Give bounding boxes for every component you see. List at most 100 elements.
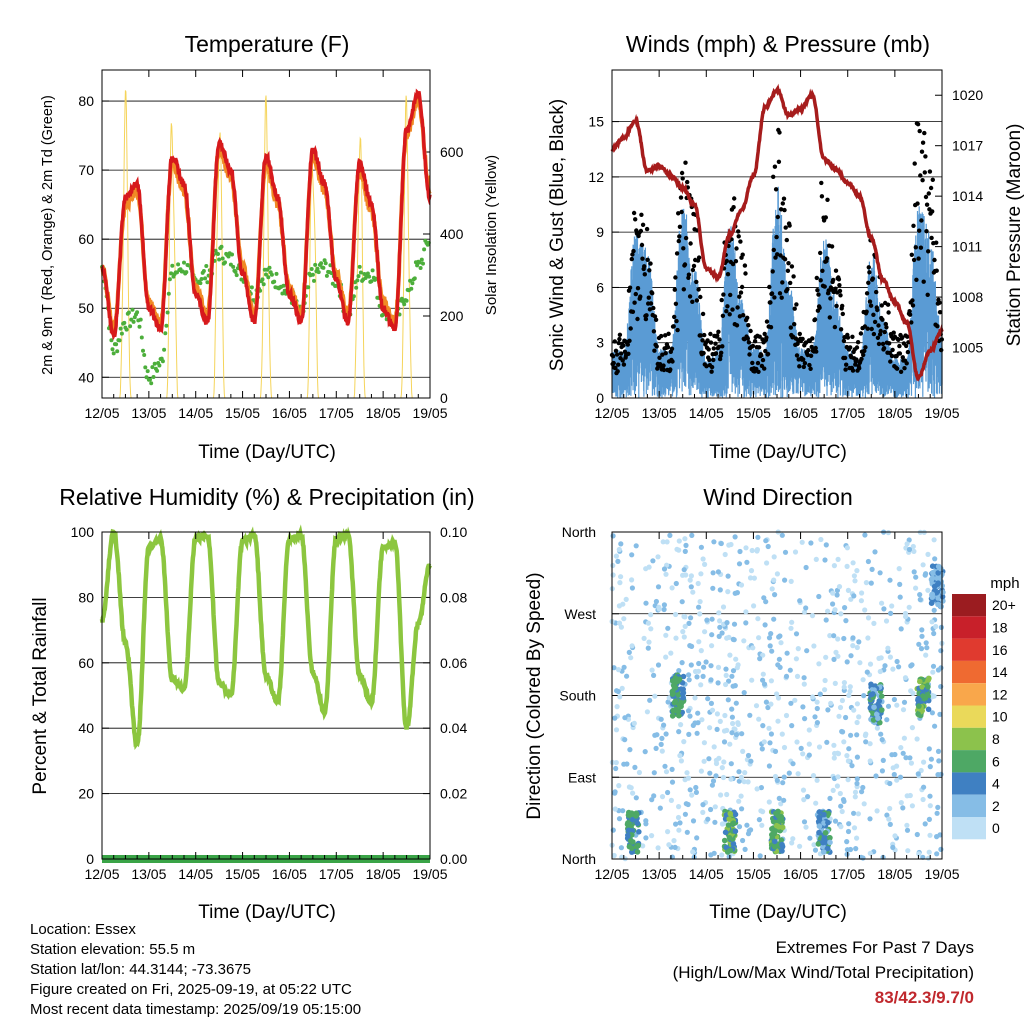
dewpoint-point	[421, 261, 425, 266]
direction-point	[823, 654, 829, 660]
direction-point	[776, 634, 782, 640]
direction-cluster-point	[625, 820, 631, 826]
direction-point	[610, 572, 616, 578]
gust-point	[802, 361, 808, 366]
winds-y2-tick-label: 1005	[952, 340, 983, 356]
direction-point	[916, 641, 922, 647]
winds-panel: 0 3 6 9 12 15 1005 1008 1011 1014 1017 1020 12/05 13/…	[588, 69, 983, 421]
direction-point	[854, 780, 860, 787]
dewpoint-point	[149, 381, 154, 386]
gust-point	[683, 160, 688, 165]
gust-point	[880, 341, 886, 347]
direction-point	[632, 764, 638, 771]
direction-point	[749, 677, 755, 683]
direction-point	[848, 732, 854, 738]
direction-point	[729, 730, 735, 736]
direction-point	[771, 616, 777, 622]
direction-cluster-point	[778, 814, 785, 820]
winds-y2-tick-label: 1017	[952, 138, 983, 154]
direction-cluster-point	[629, 845, 635, 851]
direction-point	[733, 656, 739, 662]
direction-point	[837, 704, 844, 711]
direction-point	[810, 773, 817, 779]
gust-point	[673, 301, 679, 306]
gust-point	[920, 178, 925, 183]
gust-point	[906, 340, 911, 345]
direction-point	[722, 712, 728, 719]
direction-point	[643, 818, 649, 824]
gust-point	[817, 305, 822, 310]
direction-point	[706, 756, 712, 762]
direction-point	[686, 731, 692, 738]
direction-point	[760, 723, 766, 729]
direction-cluster-point	[919, 684, 925, 690]
direction-point	[631, 720, 637, 727]
gust-point	[686, 272, 692, 277]
direction-point	[768, 631, 774, 637]
direction-point	[792, 549, 799, 555]
direction-point	[655, 584, 662, 590]
gust-point	[889, 353, 895, 359]
direction-point	[788, 625, 794, 631]
direction-point	[726, 542, 732, 548]
gust-point	[897, 343, 902, 349]
gust-point	[801, 364, 806, 370]
temperature-x-tick-label: 13/05	[131, 405, 166, 421]
direction-point	[927, 832, 933, 838]
gust-point	[909, 252, 914, 257]
gust-point	[868, 303, 874, 308]
gust-point	[765, 351, 771, 357]
direction-cluster-point	[827, 839, 833, 846]
direction-cluster-point	[732, 828, 739, 834]
gust-point	[788, 280, 793, 286]
direction-point	[851, 573, 858, 579]
gust-point	[932, 257, 937, 263]
direction-cluster-point	[635, 842, 641, 849]
gust-point	[733, 259, 739, 264]
direction-point	[906, 537, 912, 543]
direction-point	[665, 829, 671, 835]
direction-point	[661, 722, 667, 728]
direction-point	[889, 603, 895, 609]
gust-point	[759, 353, 764, 358]
temperature-x-tick-label: 15/05	[225, 405, 260, 421]
direction-point	[772, 773, 779, 780]
direction-point	[871, 620, 877, 627]
gust-point	[721, 292, 726, 297]
gust-point	[813, 345, 818, 351]
gust-point	[858, 331, 864, 336]
direction-point	[798, 745, 804, 752]
direction-point	[761, 681, 768, 687]
direction-point	[717, 587, 723, 593]
direction-point	[839, 808, 845, 815]
solar-insolation-line	[102, 90, 430, 399]
direction-point	[935, 667, 942, 673]
gust-point	[773, 187, 779, 192]
direction-point	[698, 544, 705, 550]
gust-point	[910, 298, 915, 303]
gust-point	[756, 345, 762, 350]
direction-point	[860, 677, 866, 683]
temperature-x-tick-label: 16/05	[272, 405, 307, 421]
gust-point	[897, 351, 903, 356]
direction-point	[884, 812, 890, 818]
direction-point	[693, 789, 700, 796]
direction-point	[617, 694, 623, 700]
direction-point	[906, 546, 913, 553]
direction-point	[655, 845, 661, 851]
gust-point	[756, 369, 761, 374]
winds-xlabel: Time (Day/UTC)	[709, 442, 847, 463]
dewpoint-point	[162, 347, 167, 352]
direction-point	[757, 656, 763, 662]
direction-point	[926, 849, 932, 855]
direction-point	[733, 700, 739, 706]
direction-point	[931, 607, 937, 613]
direction-cluster-point	[934, 575, 940, 582]
humidity-y-tick-label: 40	[78, 720, 94, 736]
direction-point	[745, 752, 752, 759]
gust-point	[772, 295, 777, 300]
direction-point	[653, 745, 659, 752]
direction-point	[715, 569, 722, 575]
gust-point	[922, 170, 927, 175]
direction-point	[805, 794, 811, 800]
